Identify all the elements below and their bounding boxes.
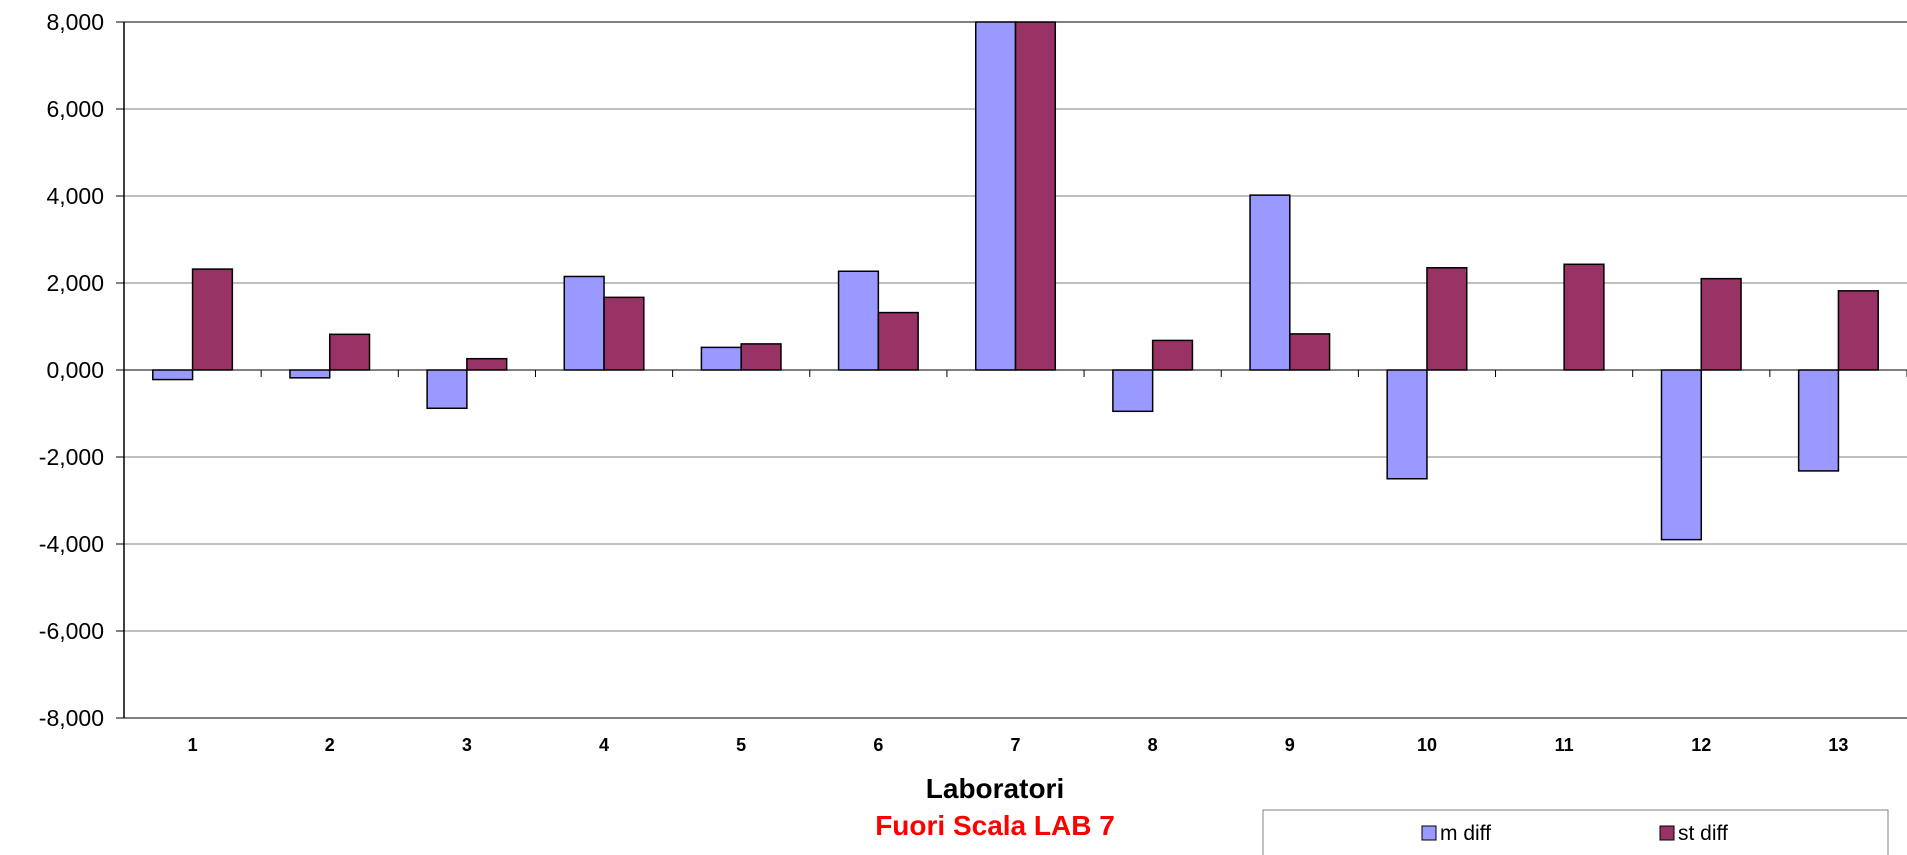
bar-m-diff-10: [1386, 369, 1428, 480]
x-tick-label: 10: [1417, 735, 1437, 755]
y-tick-label: 0,000: [46, 357, 104, 383]
bar-m-diff-12: [1660, 369, 1703, 541]
x-tick-label: 2: [325, 735, 335, 755]
axes: [116, 21, 1907, 719]
legend-label-m-diff: m diff: [1440, 822, 1491, 845]
x-tick-label: 1: [188, 735, 198, 755]
bar-m-diff-8: [1112, 369, 1154, 413]
bar-st-diff-12: [1700, 277, 1742, 371]
x-tick-label: 4: [599, 735, 609, 755]
y-tick-label: 2,000: [46, 270, 104, 296]
x-tick-label: 6: [873, 735, 883, 755]
y-tick-label: -4,000: [39, 531, 104, 557]
bar-m-diff-3: [426, 369, 468, 410]
bar-st-diff-10: [1426, 267, 1468, 371]
legend: m diff st diff: [1262, 809, 1889, 855]
bar-m-diff-5: [700, 346, 742, 371]
bar-st-diff-4: [603, 296, 645, 371]
x-tick-label: 11: [1555, 735, 1574, 755]
bar-st-diff-5: [740, 343, 782, 371]
x-axis-label: Laboratori: [926, 773, 1064, 804]
bar-m-diff-6: [837, 270, 880, 371]
x-tick-label: 8: [1148, 735, 1158, 755]
legend-swatch-m-diff: [1421, 825, 1437, 841]
bar-m-diff-2: [289, 369, 331, 379]
bar-st-diff-7: [1014, 21, 1057, 371]
legend-box: [1262, 809, 1889, 855]
out-of-scale-note: Fuori Scala LAB 7: [875, 810, 1115, 841]
bar-m-diff-13: [1797, 369, 1840, 472]
bar-m-diff-4: [563, 275, 605, 371]
bar-st-diff-6: [877, 311, 919, 371]
legend-label-st-diff: st diff: [1678, 822, 1728, 845]
bar-m-diff-1: [152, 369, 194, 381]
legend-swatch-st-diff: [1659, 825, 1675, 841]
bar-m-diff-9: [1249, 194, 1291, 371]
bar-st-diff-1: [191, 268, 234, 371]
x-tick-label: 5: [736, 735, 746, 755]
y-tick-label: 8,000: [46, 9, 104, 35]
x-tick-label: 13: [1828, 735, 1848, 755]
y-tick-label: 6,000: [46, 96, 104, 122]
x-axis-tick-labels: 1 2 3 4 5 6 7 8 9 10 11 12 13: [188, 735, 1849, 755]
x-tick-label: 3: [462, 735, 472, 755]
bar-m-diff-7: [974, 21, 1017, 371]
x-tick-label: 12: [1691, 735, 1711, 755]
y-tick-label: 4,000: [46, 183, 104, 209]
y-axis-tick-labels: 8,000 6,000 4,000 2,000 0,000 -2,000 -4,000 -6,…: [39, 9, 104, 731]
y-tick-label: -2,000: [39, 444, 104, 470]
bar-st-diff-2: [328, 333, 371, 371]
bar-st-diff-13: [1837, 290, 1879, 371]
y-tick-label: -8,000: [39, 705, 104, 731]
y-tick-label: -6,000: [39, 618, 104, 644]
bar-st-diff-3: [466, 357, 508, 371]
x-tick-label: 9: [1285, 735, 1295, 755]
x-tick-label: 7: [1010, 735, 1020, 755]
bar-st-diff-11: [1563, 263, 1605, 371]
bar-st-diff-8: [1151, 339, 1194, 371]
bars: [152, 21, 1879, 541]
bar-st-diff-9: [1289, 333, 1331, 371]
